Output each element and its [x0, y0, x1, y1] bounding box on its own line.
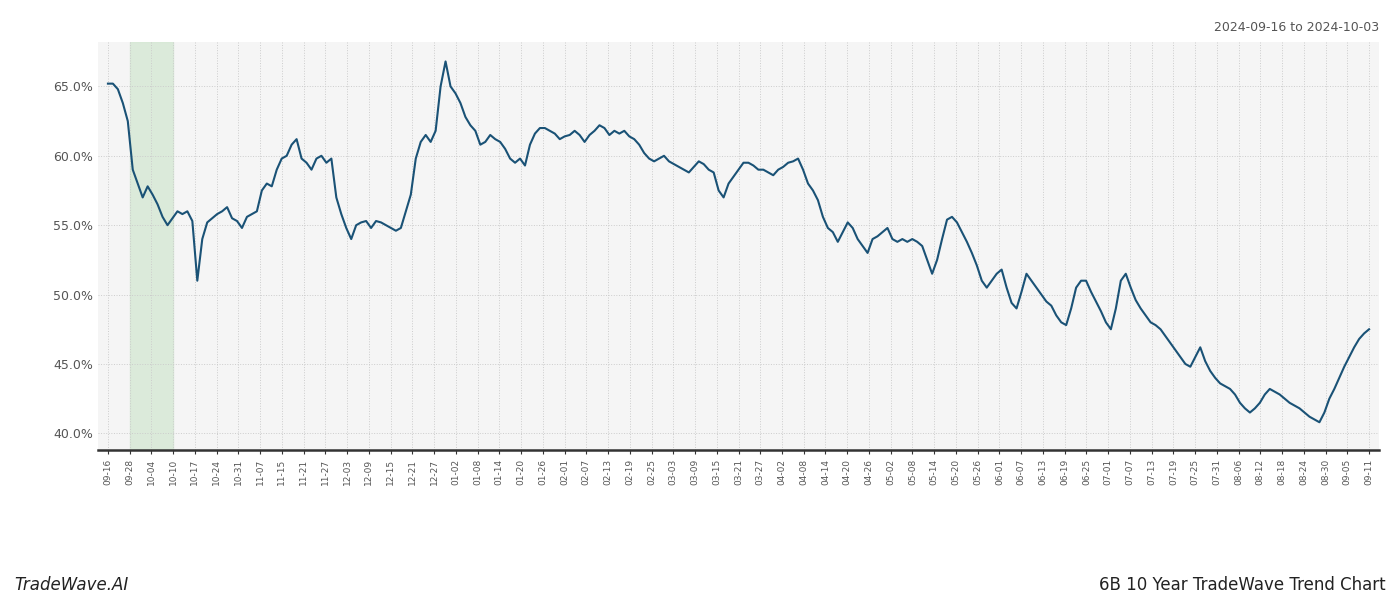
Text: 2024-09-16 to 2024-10-03: 2024-09-16 to 2024-10-03: [1214, 21, 1379, 34]
Text: 6B 10 Year TradeWave Trend Chart: 6B 10 Year TradeWave Trend Chart: [1099, 576, 1386, 594]
Bar: [130, 42, 174, 450]
Text: TradeWave.AI: TradeWave.AI: [14, 576, 129, 594]
